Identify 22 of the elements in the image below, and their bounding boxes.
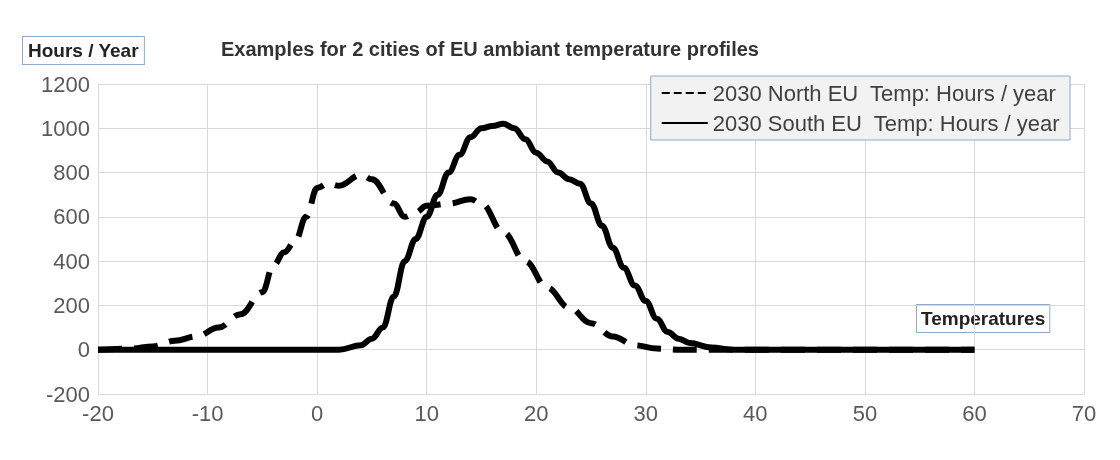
y-tick-label: 600 (53, 204, 90, 230)
y-tick-label: 1200 (41, 71, 90, 97)
y-tick-label: 1000 (41, 115, 90, 141)
y-tick-label: 800 (53, 160, 90, 186)
y-axis-title: Hours / Year (28, 40, 140, 61)
y-tick-label: 400 (53, 248, 90, 274)
x-tick-label: 60 (962, 400, 987, 426)
y-tick-label: -200 (45, 381, 90, 407)
legend-label: 2030 South EU Temp: Hours / year (712, 110, 1060, 136)
x-tick-label: 40 (743, 400, 768, 426)
x-tick-label: -10 (191, 400, 224, 426)
x-tick-label: 70 (1071, 400, 1097, 426)
x-tick-label: 50 (852, 400, 878, 426)
chart-title: Examples for 2 cities of EU ambiant temperature profiles (221, 38, 759, 60)
legend-label: 2030 North EU Temp: Hours / year (712, 80, 1056, 106)
x-tick-label: 0 (310, 400, 324, 426)
y-tick-label: 0 (77, 337, 90, 363)
x-tick-label: 10 (414, 400, 439, 426)
x-tick-label: 30 (633, 400, 659, 426)
y-tick-label: 200 (53, 292, 90, 318)
x-tick-label: 20 (523, 400, 549, 426)
x-axis-title: Temperatures (921, 308, 1046, 329)
